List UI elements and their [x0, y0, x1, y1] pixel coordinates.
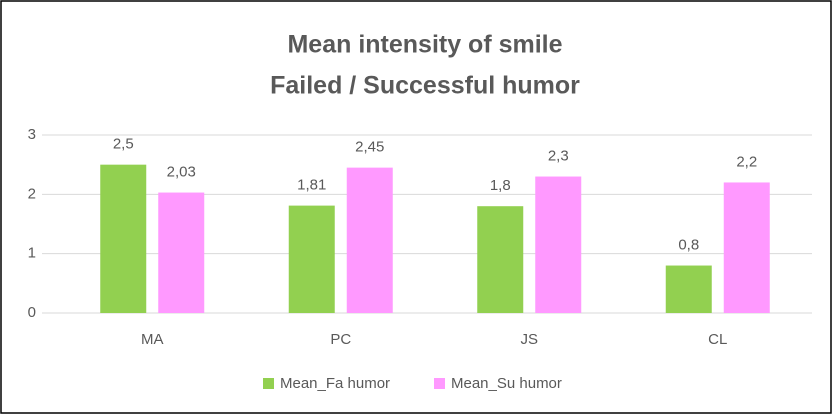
data-label: 1,8	[490, 177, 511, 194]
bar	[346, 167, 393, 313]
y-tick-label: 0	[28, 304, 36, 321]
y-tick-label: 3	[28, 126, 36, 143]
data-label: 2,5	[113, 136, 134, 153]
bar	[100, 164, 147, 313]
data-label: 1,81	[297, 177, 326, 194]
legend-label: Mean_Fa humor	[280, 375, 390, 392]
data-label: 2,45	[355, 139, 384, 156]
bar	[723, 182, 770, 313]
y-tick-label: 2	[28, 185, 36, 202]
bar	[665, 265, 712, 313]
bar	[535, 176, 582, 313]
legend-swatch	[434, 378, 445, 389]
data-label: 0,8	[678, 237, 699, 254]
chart-title: Failed / Successful humor	[270, 72, 580, 100]
x-tick-label: JS	[520, 331, 538, 348]
bar	[288, 205, 335, 313]
x-tick-label: PC	[330, 331, 351, 348]
x-tick-label: CL	[708, 331, 727, 348]
x-tick-label: MA	[141, 331, 164, 348]
y-tick-label: 1	[28, 245, 36, 262]
data-label: 2,2	[736, 153, 757, 170]
bar	[477, 206, 524, 313]
legend-swatch	[263, 378, 274, 389]
data-label: 2,3	[548, 148, 569, 165]
chart-title: Mean intensity of smile	[287, 31, 562, 59]
bar	[158, 192, 205, 313]
legend-label: Mean_Su humor	[451, 375, 562, 392]
data-label: 2,03	[167, 164, 196, 181]
